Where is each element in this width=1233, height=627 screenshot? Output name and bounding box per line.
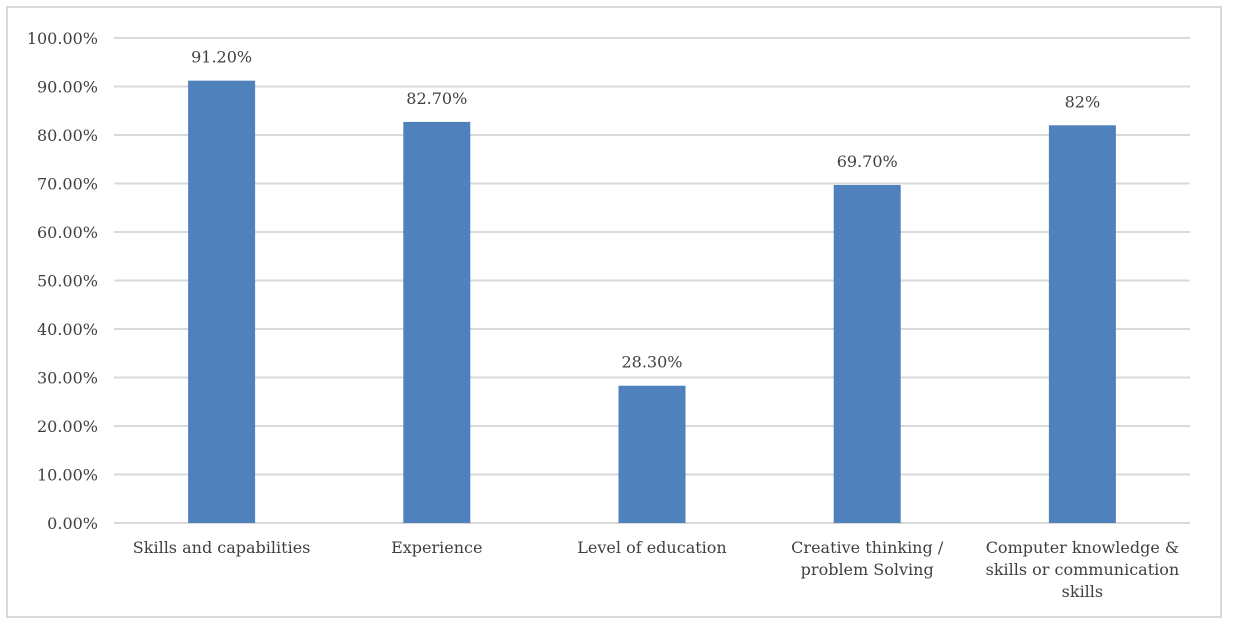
y-tick-label: 40.00% — [37, 320, 98, 339]
category-label-line: Creative thinking / — [791, 538, 944, 557]
bar — [1048, 125, 1116, 524]
data-label: 28.30% — [621, 353, 682, 372]
y-tick-label: 60.00% — [37, 223, 98, 242]
x-axis-category-labels: Skills and capabilities Experience Level o… — [133, 538, 1179, 601]
bar — [188, 80, 256, 524]
category-label: Creative thinking / problem Solving — [791, 538, 944, 579]
category-label-line: skills or communication — [986, 560, 1180, 579]
y-tick-label: 100.00% — [27, 29, 98, 48]
bar — [618, 385, 686, 523]
y-tick-label: 10.00% — [37, 466, 98, 485]
category-label-line: Experience — [391, 538, 482, 557]
bar — [833, 184, 901, 523]
category-label-line: Skills and capabilities — [133, 538, 311, 557]
category-label: Level of education — [577, 538, 726, 557]
category-label: Experience — [391, 538, 482, 557]
y-axis-tick-labels: 0.00% 10.00% 20.00% 30.00% 40.00% 50.00% 60.00… — [27, 29, 98, 533]
category-label: Skills and capabilities — [133, 538, 311, 557]
y-tick-label: 80.00% — [37, 126, 98, 145]
y-tick-label: 70.00% — [37, 175, 98, 194]
data-label: 82.70% — [406, 89, 467, 108]
y-tick-label: 30.00% — [37, 369, 98, 388]
data-label: 91.20% — [191, 48, 252, 67]
category-label-line: Level of education — [577, 538, 726, 557]
category-label: Computer knowledge & skills or communicat… — [986, 538, 1180, 601]
y-tick-label: 90.00% — [37, 78, 98, 97]
data-label: 69.70% — [837, 152, 898, 171]
y-tick-label: 0.00% — [47, 514, 98, 533]
data-label: 82% — [1065, 92, 1101, 111]
bars — [188, 80, 1116, 524]
category-label-line: Computer knowledge & — [986, 538, 1179, 557]
category-label-line: skills — [1062, 582, 1103, 601]
category-label-line: problem Solving — [801, 560, 934, 579]
gridlines — [114, 37, 1190, 524]
y-tick-label: 20.00% — [37, 417, 98, 436]
y-tick-label: 50.00% — [37, 272, 98, 291]
data-labels: 91.20% 82.70% 28.30% 69.70% 82% — [191, 48, 1100, 372]
bar — [403, 121, 471, 523]
